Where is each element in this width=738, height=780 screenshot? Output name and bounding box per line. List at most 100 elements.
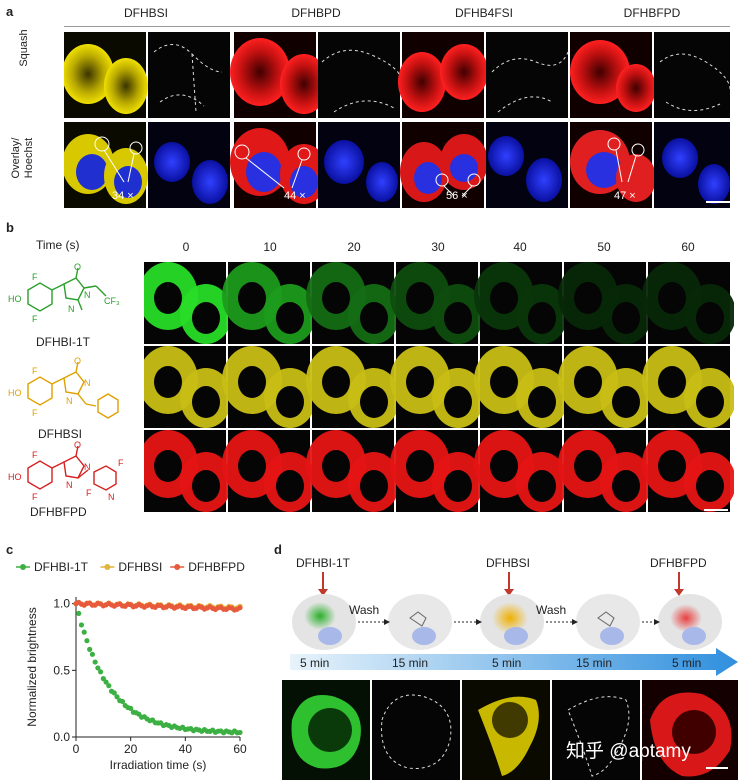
series-DFHBI-1T <box>73 601 243 736</box>
timelapse-tile <box>558 346 652 428</box>
s1-n1: N <box>84 290 91 300</box>
timelapse-tile <box>306 346 400 428</box>
data-point <box>106 683 112 689</box>
time-label: Time (s) <box>36 238 80 252</box>
x-tick-label: 60 <box>233 742 247 756</box>
cell-1 <box>292 594 356 650</box>
ratio-2: 44 × <box>284 190 306 202</box>
legend-label: DFHBSI <box>118 560 162 574</box>
s3-f3: F <box>118 458 124 468</box>
col2-images <box>230 32 401 208</box>
duration-1: 5 min <box>300 656 330 670</box>
add-arrow-3 <box>674 572 684 596</box>
timelapse-tile <box>222 262 316 344</box>
data-point <box>95 665 101 671</box>
ratio-3: 56 × <box>446 190 468 202</box>
time-0: 0 <box>182 240 190 254</box>
s1-f1: F <box>32 272 38 282</box>
timelapse-tile <box>642 346 734 428</box>
compound-name-1: DFHBI-1T <box>36 335 91 349</box>
timelapse-tile <box>144 346 232 428</box>
series-DFHBFPD <box>73 599 243 613</box>
s3-n3: N <box>108 492 115 502</box>
s3-f2: F <box>32 492 38 502</box>
timelapse-tile <box>474 346 568 428</box>
compound-name-3: DFHBFPD <box>30 505 87 518</box>
time-60: 60 <box>681 240 695 254</box>
watermark: 知乎 @aptamy <box>566 741 691 762</box>
panel-b-label: b <box>6 220 14 235</box>
x-axis-label: Irradiation time (s) <box>110 758 207 772</box>
col1-images <box>64 32 230 208</box>
col-header-2: DFHBPD <box>291 6 341 20</box>
cell-3 <box>480 594 544 650</box>
legend-label: DFHBFPD <box>188 560 245 574</box>
s2-f2: F <box>32 408 38 418</box>
data-point <box>81 629 87 635</box>
panel-d-label: d <box>274 542 282 557</box>
s3-f4: F <box>86 488 92 498</box>
brightness-chart: DFHBI-1T DFHBSI DFHBFPD 0 20 40 60 0.0 0.5 1.0 Irr… <box>16 560 247 772</box>
y-tick-label: 1.0 <box>53 597 70 611</box>
data-point <box>89 651 95 657</box>
timelapse-tile <box>558 430 652 512</box>
row-label-overlay: Overlay/ Hoechst <box>10 137 35 179</box>
data-point <box>237 729 243 736</box>
time-50: 50 <box>597 240 611 254</box>
timeline-bar <box>290 648 738 676</box>
duration-5: 5 min <box>672 656 702 670</box>
s3-o: O <box>74 440 81 450</box>
s2-ho: HO <box>8 388 22 398</box>
data-point <box>119 698 126 705</box>
timelapse-tile <box>558 262 652 344</box>
workflow-diagram <box>290 594 738 676</box>
x-tick-label: 40 <box>179 742 193 756</box>
header-rule <box>64 26 730 27</box>
s1-ho: HO <box>8 294 22 304</box>
timelapse-tile <box>306 430 400 512</box>
legend-entry: DFHBFPD <box>170 560 245 574</box>
x-tick-label: 0 <box>73 742 80 756</box>
structure-dfhbsi <box>27 361 119 419</box>
legend-label: DFHBI-1T <box>34 560 89 574</box>
timelapse-tile <box>474 262 568 344</box>
cell-4 <box>576 594 640 650</box>
col-header-4: DFHBFPD <box>623 6 681 20</box>
wash-label-2: Wash <box>536 603 567 617</box>
y-tick-label: 0.5 <box>53 663 70 677</box>
dye-label-1: DFHBI-1T <box>296 556 350 570</box>
duration-3: 5 min <box>492 656 522 670</box>
timelapse-tile <box>222 430 316 512</box>
s3-f1: F <box>32 450 38 460</box>
structure-dfhbi-1t <box>27 267 107 312</box>
s1-n2: N <box>68 304 75 314</box>
time-20: 20 <box>347 240 361 254</box>
panel-a-images <box>64 32 730 208</box>
duration-2: 15 min <box>392 656 429 670</box>
s2-n1: N <box>84 378 91 388</box>
s2-f1: F <box>32 366 38 376</box>
data-point <box>84 638 90 644</box>
time-10: 10 <box>263 240 277 254</box>
panel-a-label: a <box>6 4 14 19</box>
s3-n1: N <box>84 462 91 472</box>
col3-images <box>398 32 569 208</box>
add-arrow-1 <box>318 572 328 596</box>
timelapse-tile <box>306 262 400 344</box>
data-point <box>92 659 98 665</box>
time-40: 40 <box>513 240 527 254</box>
timelapse-tile <box>642 262 734 344</box>
legend-entry: DFHBI-1T <box>16 560 89 574</box>
y-tick-label: 0.0 <box>53 730 70 744</box>
data-point <box>103 679 109 685</box>
timelapse-tile <box>390 346 484 428</box>
ratio-1: 34 × <box>112 190 134 202</box>
dye-label-3: DFHBFPD <box>650 556 707 570</box>
s1-f2: F <box>32 314 38 324</box>
s2-n2: N <box>66 396 73 406</box>
compound-name-2: DFHBSI <box>38 427 82 441</box>
col-header-1: DFHBSI <box>123 6 168 20</box>
timelapse-tile <box>390 430 484 512</box>
panel-c-label: c <box>6 542 14 557</box>
data-point <box>128 705 134 712</box>
